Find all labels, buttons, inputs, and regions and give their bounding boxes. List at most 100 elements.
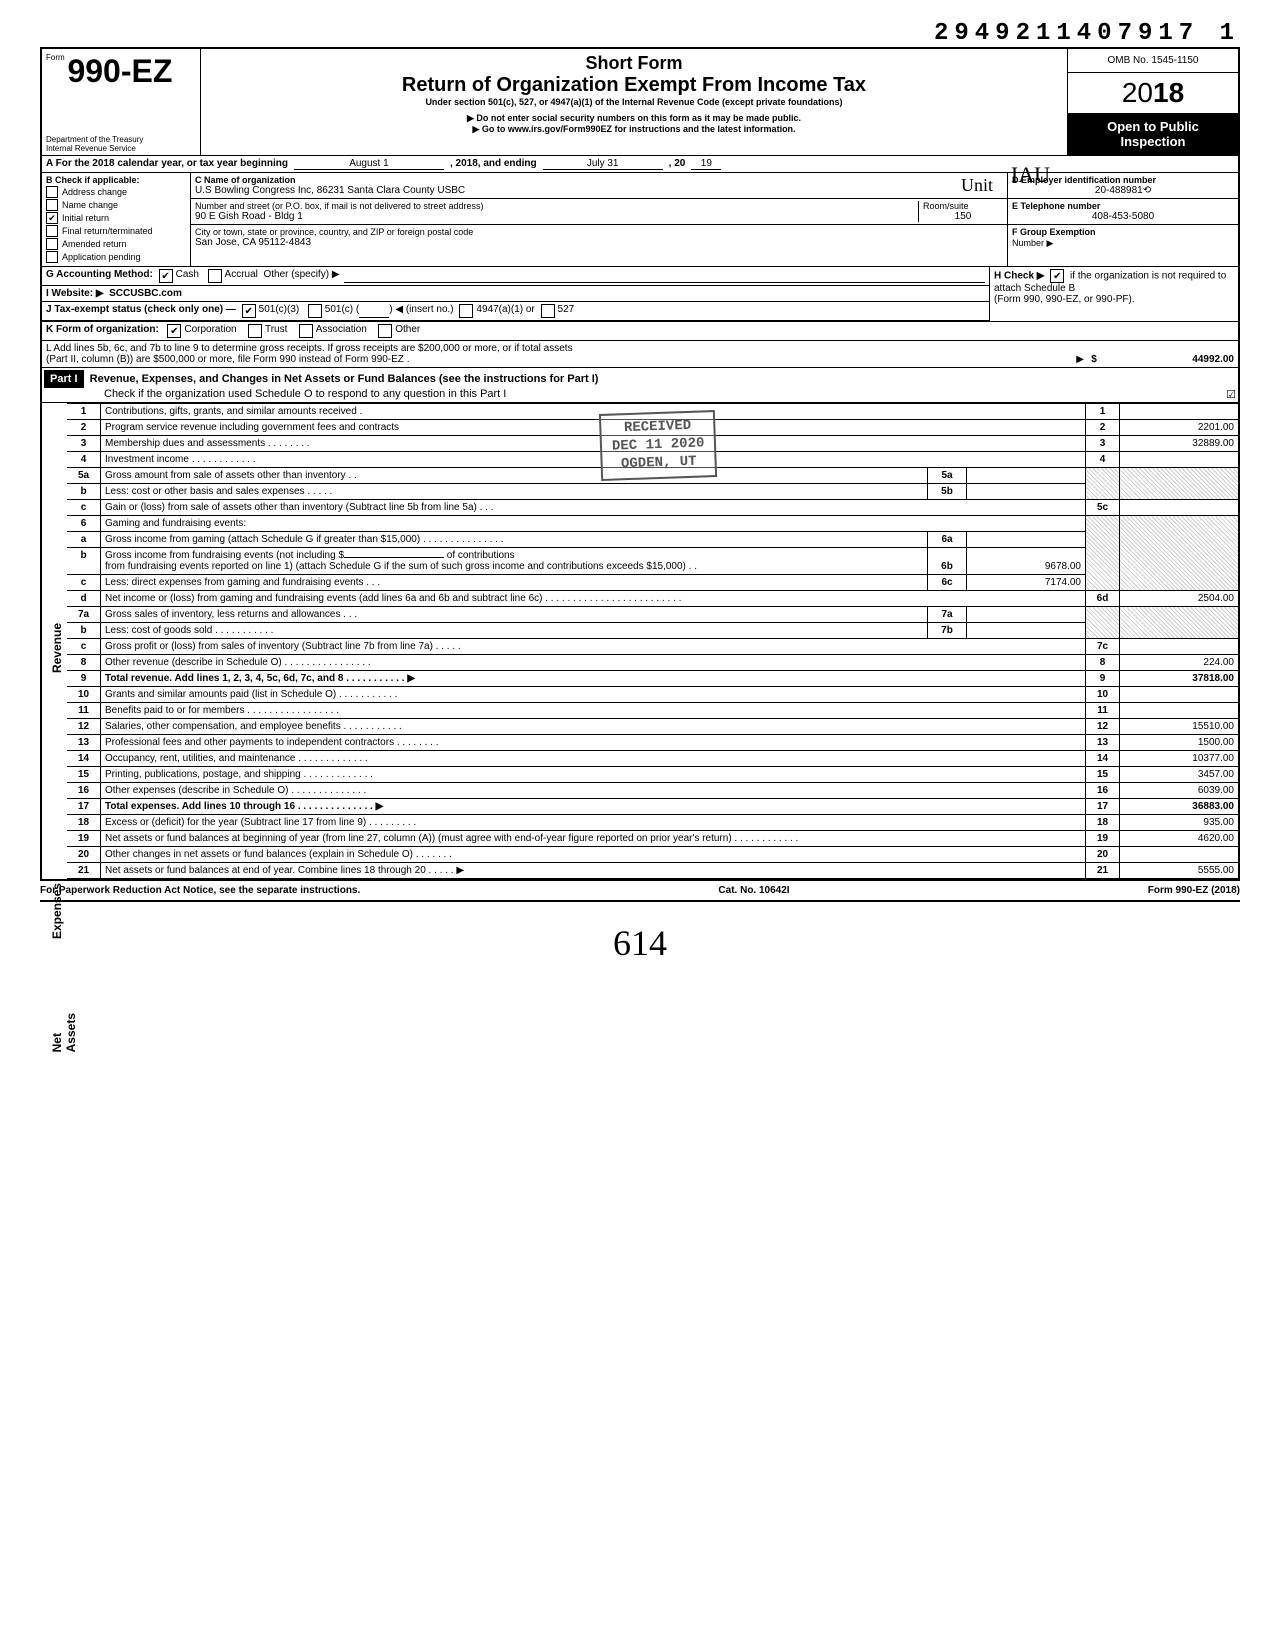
box-b: B Check if applicable: Address change Na… — [42, 173, 191, 266]
group-exempt-number: Number ▶ — [1012, 238, 1053, 248]
check-address-change[interactable]: Address change — [46, 186, 186, 198]
accrual-label: Accrual — [225, 269, 258, 283]
subtitle-2: ▶ Do not enter social security numbers o… — [205, 113, 1063, 124]
check-label: Address change — [62, 187, 127, 197]
box-b-title: B Check if applicable: — [46, 175, 186, 185]
check-label: Amended return — [62, 239, 127, 249]
501c-sub: ) ◀ (insert no.) — [389, 304, 453, 318]
subtitle-1: Under section 501(c), 527, or 4947(a)(1)… — [205, 97, 1063, 107]
grid-bcdef: B Check if applicable: Address change Na… — [42, 173, 1238, 267]
assoc-label: Association — [316, 324, 367, 338]
check-501c3[interactable]: ✔ — [242, 304, 256, 318]
cash-label: Cash — [176, 269, 199, 283]
line-a-mid: , 2018, and ending — [450, 158, 537, 170]
line-7b: bLess: cost of goods sold . . . . . . . … — [67, 623, 1238, 639]
line-a-end: July 31 — [543, 158, 663, 170]
501c3-label: 501(c)(3) — [259, 304, 300, 318]
check-application-pending[interactable]: Application pending — [46, 251, 186, 263]
room-label: Room/suite — [923, 201, 1003, 211]
line-l-arrow: ▶ — [409, 354, 1084, 365]
line-13: 13Professional fees and other payments t… — [67, 735, 1238, 751]
501c-label: 501(c) ( — [325, 304, 359, 318]
check-other-org[interactable] — [378, 324, 392, 338]
side-revenue: Revenue — [50, 623, 64, 673]
check-final-return[interactable]: Final return/terminated — [46, 225, 186, 237]
name-label: C Name of organization — [195, 175, 951, 185]
line-14: 14Occupancy, rent, utilities, and mainte… — [67, 751, 1238, 767]
handwritten-iau: IAU — [1011, 162, 1050, 188]
line-g: G Accounting Method: ✔Cash Accrual Other… — [42, 267, 989, 286]
check-501c[interactable] — [308, 304, 322, 318]
line-15: 15Printing, publications, postage, and s… — [67, 767, 1238, 783]
inspect-line2: Inspection — [1074, 134, 1232, 149]
other-org-label: Other — [395, 324, 420, 338]
website-label: I Website: ▶ — [46, 288, 104, 299]
check-name-change[interactable]: Name change — [46, 199, 186, 211]
check-label: Name change — [62, 200, 118, 210]
check-527[interactable] — [541, 304, 555, 318]
room-value: 150 — [923, 211, 1003, 222]
line-7a: 7aGross sales of inventory, less returns… — [67, 607, 1238, 623]
part1-title: Revenue, Expenses, and Changes in Net As… — [90, 373, 599, 385]
lines-g-to-l: G Accounting Method: ✔Cash Accrual Other… — [42, 267, 1238, 321]
line-6: 6Gaming and fundraising events: — [67, 516, 1238, 532]
footer-left: For Paperwork Reduction Act Notice, see … — [40, 885, 360, 896]
check-initial-return[interactable]: ✔Initial return — [46, 212, 186, 224]
check-4947[interactable] — [459, 304, 473, 318]
line-6c: cLess: direct expenses from gaming and f… — [67, 575, 1238, 591]
line-a-suffix: , 20 — [669, 158, 686, 170]
form-header: Form 990-EZ Department of the Treasury I… — [40, 47, 1240, 155]
line-16: 16Other expenses (describe in Schedule O… — [67, 783, 1238, 799]
check-schedule-b[interactable]: ✔ — [1050, 269, 1064, 283]
form-container: Form 990-EZ Department of the Treasury I… — [40, 47, 1240, 902]
tax-year: 2018 — [1068, 73, 1238, 113]
line-11: 11Benefits paid to or for members . . . … — [67, 703, 1238, 719]
line-18: 18Excess or (deficit) for the year (Subt… — [67, 815, 1238, 831]
form-meta-box: OMB No. 1545-1150 2018 Open to Public In… — [1068, 49, 1238, 155]
form-body: A For the 2018 calendar year, or tax yea… — [40, 155, 1240, 879]
check-label: Initial return — [62, 213, 109, 223]
street-value: 90 E Gish Road - Bldg 1 — [195, 211, 918, 222]
department-label: Department of the Treasury Internal Reve… — [46, 135, 143, 153]
box-c: C Name of organization U.S Bowling Congr… — [191, 173, 1008, 266]
handwritten-614: 614 — [40, 922, 1240, 964]
check-trust[interactable] — [248, 324, 262, 338]
website-value: SCCUSBC.com — [109, 288, 182, 299]
check-association[interactable] — [299, 324, 313, 338]
part1-label: Part I — [44, 370, 84, 388]
line-7c: cGross profit or (loss) from sales of in… — [67, 639, 1238, 655]
501c-insert — [359, 304, 389, 318]
footer: For Paperwork Reduction Act Notice, see … — [40, 879, 1240, 900]
line-j-label: J Tax-exempt status (check only one) — — [46, 304, 236, 318]
line-h-sub: (Form 990, 990-EZ, or 990-PF). — [994, 294, 1135, 305]
inspect-line1: Open to Public — [1074, 119, 1232, 134]
city-value: San Jose, CA 95112-4843 — [195, 237, 1003, 248]
part1-check-mark: ☑ — [1226, 388, 1236, 401]
line-19: 19Net assets or fund balances at beginni… — [67, 831, 1238, 847]
line-k-label: K Form of organization: — [46, 324, 159, 338]
line-l-text2: (Part II, column (B)) are $500,000 or mo… — [46, 354, 409, 365]
line-a-prefix: A For the 2018 calendar year, or tax yea… — [46, 158, 288, 170]
line-10: 10Grants and similar amounts paid (list … — [67, 687, 1238, 703]
org-name: U.S Bowling Congress Inc, 86231 Santa Cl… — [195, 185, 951, 196]
form-number: 990-EZ — [67, 53, 172, 89]
line-h: H Check ▶ ✔ if the organization is not r… — [989, 267, 1238, 321]
city-label: City or town, state or province, country… — [195, 227, 1003, 237]
received-stamp: RECEIVED DEC 11 2020 OGDEN, UT — [599, 410, 718, 481]
line-a-begin: August 1 — [294, 158, 444, 170]
line-l-text1: L Add lines 5b, 6c, and 7b to line 9 to … — [46, 343, 1234, 354]
check-cash[interactable]: ✔ — [159, 269, 173, 283]
check-amended-return[interactable]: Amended return — [46, 238, 186, 250]
line-l: L Add lines 5b, 6c, and 7b to line 9 to … — [42, 341, 1238, 368]
4947-label: 4947(a)(1) or — [476, 304, 534, 318]
line-5b: bLess: cost or other basis and sales exp… — [67, 484, 1238, 500]
line-6d: dNet income or (loss) from gaming and fu… — [67, 591, 1238, 607]
trust-label: Trust — [265, 324, 287, 338]
line-8: 8Other revenue (describe in Schedule O) … — [67, 655, 1238, 671]
check-accrual[interactable] — [208, 269, 222, 283]
line-6b: bGross income from fundraising events (n… — [67, 548, 1238, 575]
line-6a: aGross income from gaming (attach Schedu… — [67, 532, 1238, 548]
document-id: 2949211407917 1 — [40, 20, 1240, 47]
form-number-box: Form 990-EZ Department of the Treasury I… — [42, 49, 201, 155]
check-corporation[interactable]: ✔ — [167, 324, 181, 338]
